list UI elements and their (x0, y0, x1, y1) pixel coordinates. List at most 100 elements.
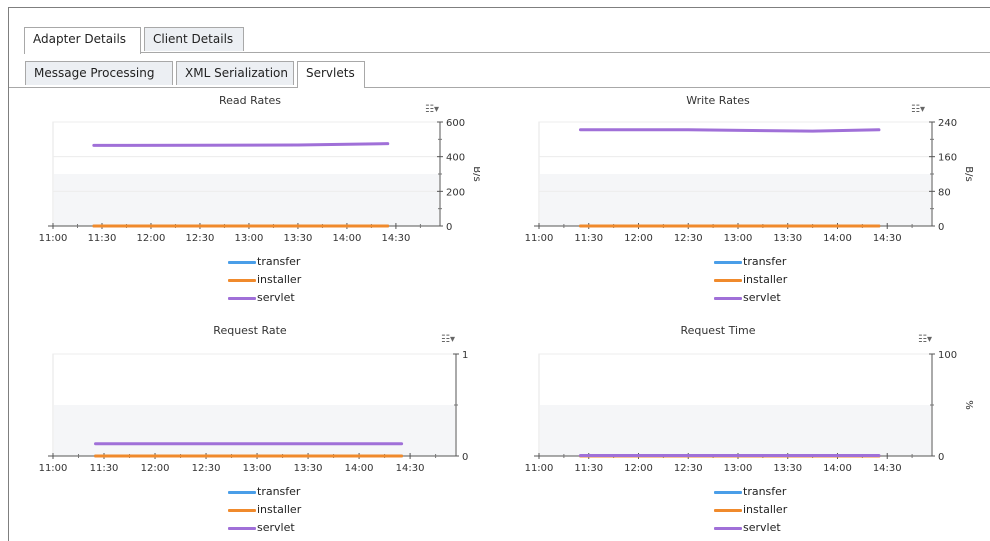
x-tick-label: 11:00 (39, 233, 68, 244)
plot-band (54, 405, 455, 456)
legend-swatch (714, 278, 742, 282)
x-tick-label: 13:00 (724, 233, 753, 244)
legend-item-transfer[interactable]: transfer (714, 483, 787, 501)
x-tick-label: 12:30 (674, 233, 703, 244)
legend-item-transfer[interactable]: transfer (228, 483, 301, 501)
legend-label: installer (257, 273, 302, 286)
x-tick-label: 12:00 (624, 233, 653, 244)
x-tick-label: 14:30 (873, 233, 902, 244)
chart-legend: transfer installer servlet (714, 483, 787, 537)
list-options-icon[interactable]: ☷▾ (911, 104, 925, 115)
legend-label: servlet (257, 291, 295, 304)
legend-item-transfer[interactable]: transfer (714, 253, 787, 271)
legend-label: servlet (743, 291, 781, 304)
y-tick-label: 200 (446, 187, 465, 198)
tab-client-details[interactable]: Client Details (144, 27, 244, 51)
plot-band (540, 405, 931, 456)
chart-write-rates: Write Rates ☷▾ 11:00 11:30 12:00 12:30 13:00… (506, 92, 990, 310)
y-tick-label: 600 (446, 118, 465, 129)
y-tick-label: 80 (938, 187, 951, 198)
legend-label: transfer (743, 485, 787, 498)
x-tick-label: 11:30 (90, 463, 119, 474)
x-tick-label: 14:00 (823, 233, 852, 244)
legend-label: installer (743, 503, 788, 516)
legend-item-installer[interactable]: installer (714, 271, 787, 289)
chart-read-rates: Read Rates ☷▾ 11:00 11:30 12:00 12:30 13:00 1… (20, 92, 480, 310)
y-tick-label: 0 (938, 222, 944, 233)
legend-label: transfer (257, 485, 301, 498)
legend-item-servlet[interactable]: servlet (714, 289, 787, 307)
x-tick-label: 11:00 (39, 463, 68, 474)
legend-item-servlet[interactable]: servlet (714, 519, 787, 537)
y-tick-label: 160 (938, 153, 957, 164)
legend-swatch (228, 508, 256, 512)
legend-label: servlet (257, 521, 295, 534)
x-tick-label: 13:00 (243, 463, 272, 474)
y-tick-label: 240 (938, 118, 957, 129)
chart-request-time: Request Time ☷▾ 11:00 11:30 12:00 12:30 13:0… (506, 322, 990, 541)
chart-legend: transfer installer servlet (714, 253, 787, 307)
series-line-servlet (92, 142, 390, 147)
y-tick-label: 0 (446, 222, 452, 233)
y-tick-label: 1 (462, 350, 468, 361)
x-tick-label: 14:00 (345, 463, 374, 474)
x-tick-label: 14:00 (823, 463, 852, 474)
legend-item-installer[interactable]: installer (228, 271, 301, 289)
x-tick-label: 14:30 (381, 233, 410, 244)
x-tick-label: 13:30 (773, 463, 802, 474)
plot-band (540, 174, 931, 226)
tab-divider (24, 52, 990, 53)
legend-swatch (714, 296, 742, 300)
x-tick-label: 11:00 (525, 233, 554, 244)
legend-label: transfer (743, 255, 787, 268)
chart-legend: transfer installer servlet (228, 483, 301, 537)
list-options-icon[interactable]: ☷▾ (425, 104, 439, 115)
legend-item-installer[interactable]: installer (714, 501, 787, 519)
content-frame: Adapter Details Client Details Message P… (8, 7, 990, 541)
x-tick-label: 13:00 (235, 233, 264, 244)
legend-label: installer (743, 273, 788, 286)
x-tick-label: 12:00 (624, 463, 653, 474)
x-tick-label: 14:30 (873, 463, 902, 474)
list-options-icon[interactable]: ☷▾ (441, 334, 455, 345)
legend-swatch (714, 526, 742, 530)
legend-swatch (228, 260, 256, 264)
tab-message-processing[interactable]: Message Processing (25, 61, 173, 85)
x-tick-label: 13:30 (773, 233, 802, 244)
y-tick-label: 0 (938, 452, 944, 463)
tab-adapter-details[interactable]: Adapter Details (24, 27, 141, 54)
subtab-divider (9, 87, 990, 88)
legend-item-transfer[interactable]: transfer (228, 253, 301, 271)
x-tick-label: 12:30 (674, 463, 703, 474)
chart-plot: 11:00 11:30 12:00 12:30 13:00 13:30 14:00 14:30… (39, 118, 480, 244)
legend-label: transfer (257, 255, 301, 268)
x-tick-label: 12:30 (192, 463, 221, 474)
legend-swatch (228, 490, 256, 494)
x-tick-label: 14:00 (333, 233, 362, 244)
legend-item-servlet[interactable]: servlet (228, 519, 301, 537)
legend-swatch (228, 278, 256, 282)
chart-plot: 11:00 11:30 12:00 12:30 13:00 13:30 14:00 14:30… (525, 350, 974, 474)
x-tick-label: 11:30 (88, 233, 117, 244)
plot-band (54, 174, 439, 226)
x-tick-label: 12:30 (186, 233, 215, 244)
legend-swatch (714, 490, 742, 494)
x-tick-label: 13:00 (724, 463, 753, 474)
x-tick-label: 14:30 (396, 463, 425, 474)
x-tick-label: 13:30 (284, 233, 313, 244)
legend-swatch (714, 508, 742, 512)
y-axis-label: B/s (963, 166, 974, 181)
x-tick-label: 13:30 (294, 463, 323, 474)
x-tick-label: 11:30 (574, 463, 603, 474)
chart-plot: 11:00 11:30 12:00 12:30 13:00 13:30 14:00 14:30… (525, 118, 974, 244)
list-options-icon[interactable]: ☷▾ (918, 334, 932, 345)
legend-item-installer[interactable]: installer (228, 501, 301, 519)
legend-item-servlet[interactable]: servlet (228, 289, 301, 307)
tab-servlets[interactable]: Servlets (297, 61, 365, 88)
tab-xml-serialization[interactable]: XML Serialization (176, 61, 294, 85)
y-axis-label: B/s (471, 166, 480, 181)
x-tick-label: 11:00 (525, 463, 554, 474)
legend-swatch (714, 260, 742, 264)
x-tick-label: 12:00 (141, 463, 170, 474)
legend-label: installer (257, 503, 302, 516)
